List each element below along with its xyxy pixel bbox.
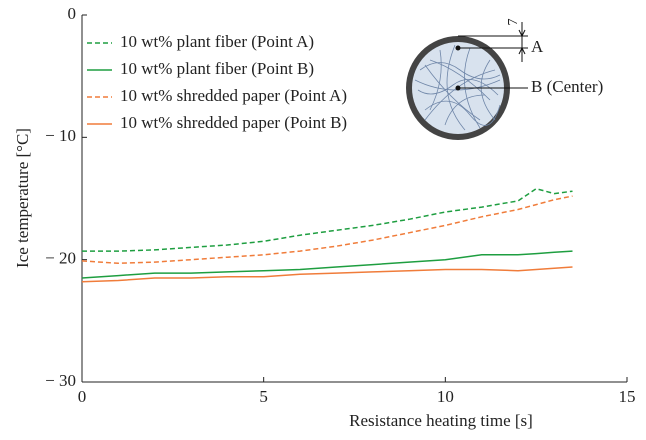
series-line (82, 187, 573, 252)
y-tick-label: − 30 (45, 371, 76, 390)
x-axis-label: Resistance heating time [s] (349, 411, 533, 430)
x-tick-label: 0 (78, 387, 87, 406)
legend-label: 10 wt% plant fiber (Point B) (120, 59, 314, 78)
y-axis-label: Ice temperature [°C] (13, 128, 32, 268)
y-tick-label: − 10 (45, 126, 76, 145)
dimension-arrows (518, 29, 526, 55)
x-tick-label: 10 (437, 387, 454, 406)
inset-fibers (414, 44, 501, 131)
legend-label: 10 wt% shredded paper (Point A) (120, 86, 347, 105)
series-line (81, 266, 573, 283)
y-tick-label: − 20 (45, 249, 76, 268)
legend-label: 10 wt% shredded paper (Point B) (120, 113, 347, 132)
legend-label: 10 wt% plant fiber (Point A) (120, 32, 314, 51)
label-a: A (531, 37, 544, 56)
x-tick-label: 5 (259, 387, 268, 406)
inset-diagram: A B (Center) 7 (406, 19, 603, 140)
x-tick-label: 15 (619, 387, 636, 406)
series-line (81, 195, 573, 265)
y-tick-label: 0 (68, 4, 77, 23)
depth-label: 7 (506, 19, 521, 26)
label-b: B (Center) (531, 77, 603, 96)
series-line (81, 250, 573, 279)
